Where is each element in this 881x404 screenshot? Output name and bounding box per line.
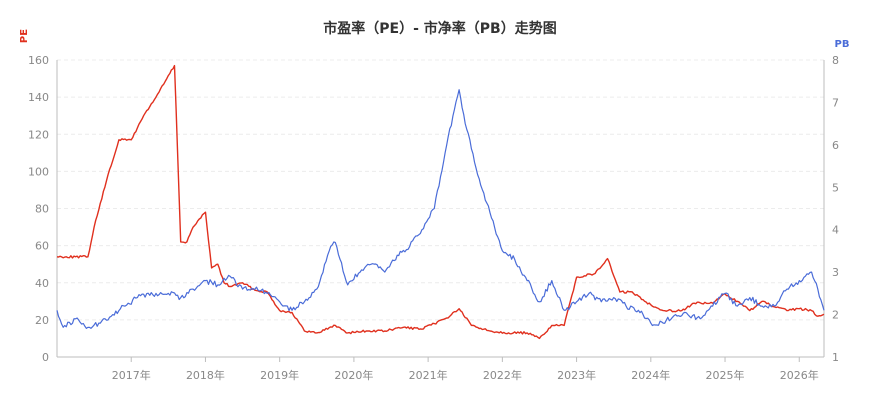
left-tick-label: 120 (28, 128, 49, 141)
left-tick-label: 40 (35, 277, 49, 290)
right-tick-label: 2 (832, 309, 839, 322)
x-tick-label: 2026年 (780, 368, 819, 382)
x-tick-label: 2019年 (260, 368, 299, 382)
pb-series-line (56, 89, 825, 329)
x-tick-label: 2023年 (557, 368, 596, 382)
right-tick-label: 6 (832, 139, 839, 152)
x-tick-label: 2024年 (631, 368, 670, 382)
x-tick-label: 2017年 (112, 368, 151, 382)
right-tick-label: 3 (832, 266, 839, 279)
left-tick-label: 80 (35, 203, 49, 216)
x-tick-label: 2022年 (483, 368, 522, 382)
chart-title: 市盈率（PE）- 市净率（PB）走势图 (323, 20, 556, 37)
left-tick-label: 140 (28, 91, 49, 104)
right-axis-label: PB (835, 39, 850, 50)
right-tick-label: 4 (832, 224, 839, 237)
left-tick-label: 100 (28, 165, 49, 178)
x-tick-label: 2025年 (706, 368, 745, 382)
right-tick-label: 5 (832, 181, 839, 194)
left-tick-label: 160 (28, 54, 49, 67)
left-tick-label: 20 (35, 314, 49, 327)
right-tick-label: 8 (832, 54, 839, 67)
x-tick-label: 2020年 (334, 368, 373, 382)
left-tick-label: 0 (42, 351, 49, 364)
x-tick-label: 2021年 (409, 368, 448, 382)
right-tick-label: 1 (832, 351, 839, 364)
left-axis-label: PE (19, 29, 30, 43)
left-tick-label: 60 (35, 240, 49, 253)
series-layer (56, 64, 825, 340)
pe-series-line (56, 64, 825, 340)
axis-layer: 0 20 40 60 80 100 120 140 160 1 2 3 4 5 6 7 8 2017年 2018年 2… (28, 54, 839, 382)
grid-layer (57, 59, 824, 321)
x-tick-label: 2018年 (186, 368, 225, 382)
right-tick-label: 7 (832, 96, 839, 109)
